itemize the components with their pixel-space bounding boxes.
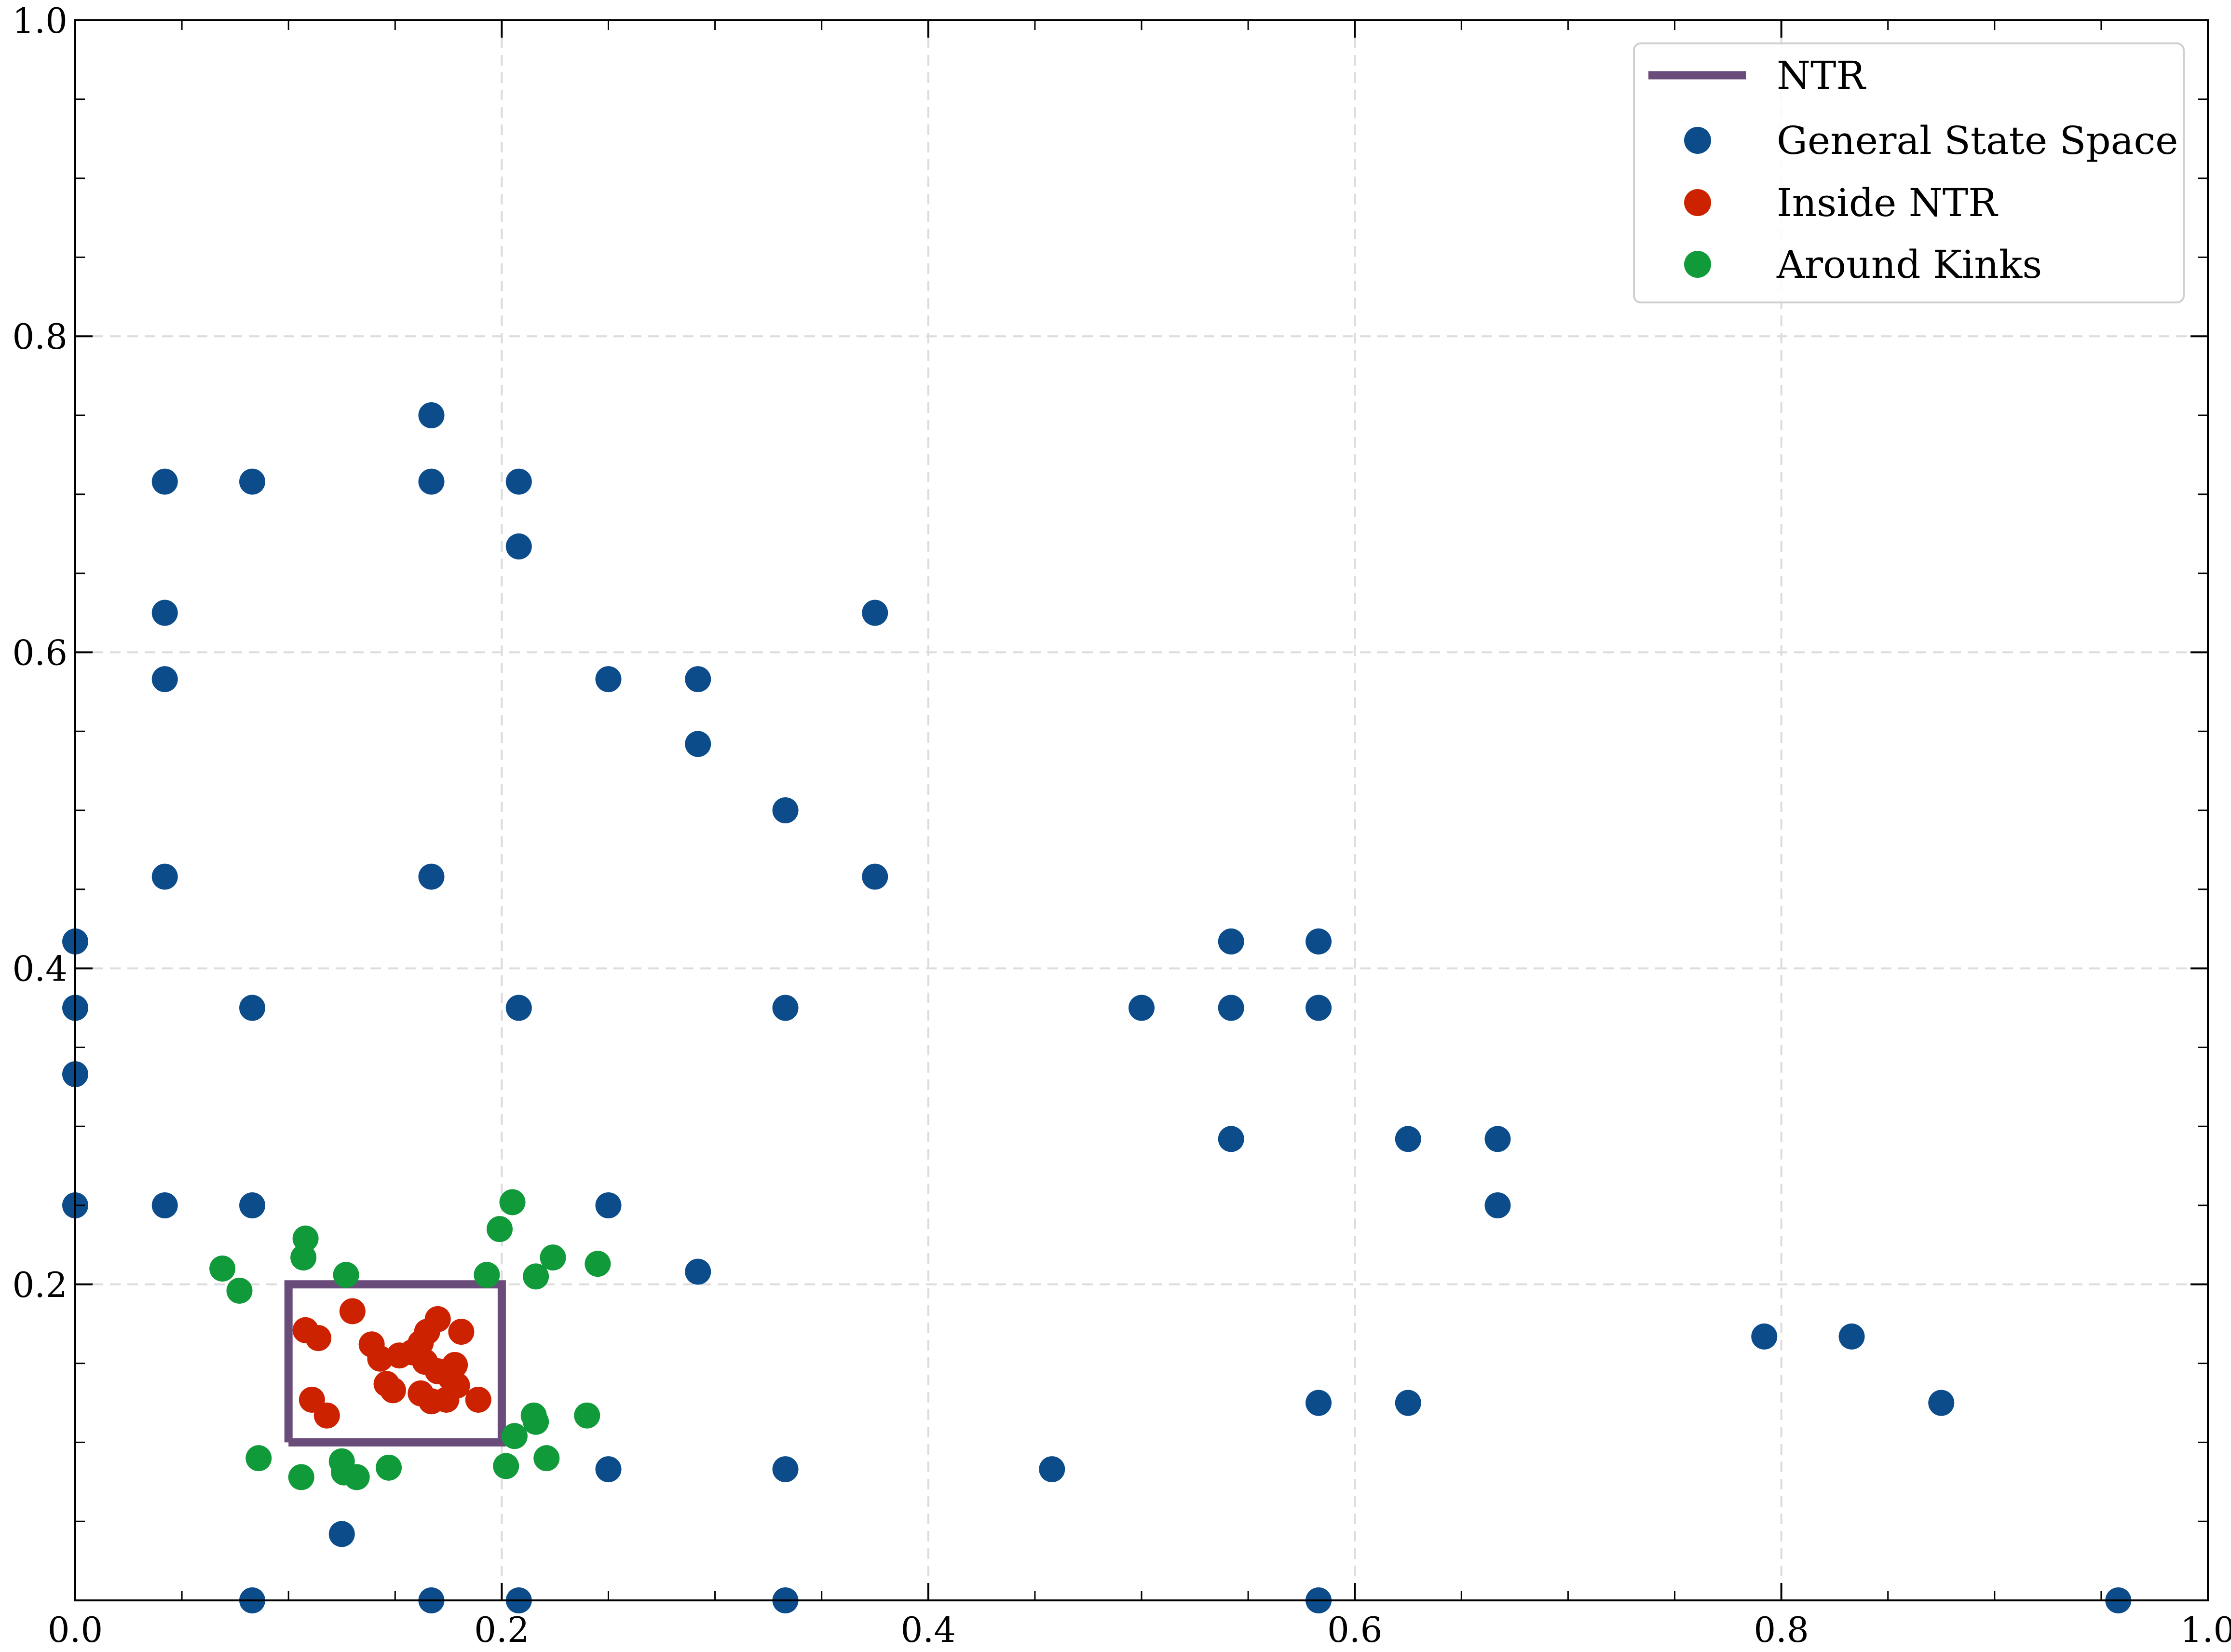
point-s0-19 [505, 533, 532, 560]
series-1 [292, 1298, 491, 1429]
point-s0-49 [1928, 1390, 1955, 1416]
point-s1-17 [380, 1377, 406, 1404]
point-s2-4 [333, 1262, 359, 1288]
point-s0-25 [685, 666, 711, 693]
point-s2-18 [501, 1423, 528, 1449]
point-s0-18 [505, 468, 532, 495]
point-s0-36 [1218, 928, 1244, 955]
y-tick-label-1: 0.4 [12, 949, 68, 989]
x-tick-label-2: 0.4 [901, 1610, 956, 1650]
point-s2-0 [209, 1256, 236, 1282]
point-s1-1 [305, 1325, 332, 1352]
point-s2-6 [499, 1189, 526, 1215]
point-s0-38 [1218, 1126, 1244, 1152]
point-s0-34 [1039, 1456, 1065, 1483]
point-s0-37 [1218, 995, 1244, 1021]
point-s2-11 [245, 1445, 272, 1472]
point-s2-5 [474, 1262, 500, 1288]
point-s0-32 [862, 600, 888, 626]
point-s2-1 [226, 1277, 253, 1304]
legend-label-1: Inside NTR [1777, 180, 1999, 225]
x-tick-label-3: 0.6 [1327, 1610, 1383, 1650]
point-s0-13 [328, 1521, 355, 1547]
point-s0-20 [505, 995, 532, 1021]
point-s1-2 [339, 1298, 366, 1324]
legend-box [1633, 42, 2185, 303]
legend-label-0: General State Space [1777, 118, 2178, 163]
point-s2-9 [540, 1244, 566, 1271]
y-tick-label-0: 0.2 [12, 1265, 68, 1305]
legend-marker-1 [1684, 189, 1711, 216]
point-s1-23 [313, 1402, 340, 1429]
point-s0-33 [862, 863, 888, 890]
legend-label-2: Around Kinks [1776, 242, 2042, 287]
y-tick-label-2: 0.6 [12, 632, 68, 673]
point-s2-3 [290, 1244, 317, 1271]
point-s0-14 [418, 402, 445, 428]
point-s0-6 [151, 666, 178, 693]
point-s0-15 [418, 468, 445, 495]
point-s0-47 [1751, 1323, 1778, 1350]
point-s0-48 [1838, 1323, 1865, 1350]
point-s0-10 [239, 995, 266, 1021]
point-s0-16 [418, 863, 445, 890]
point-s0-9 [239, 468, 266, 495]
point-s2-2 [292, 1225, 319, 1252]
point-s1-20 [433, 1386, 460, 1413]
point-s2-20 [523, 1408, 549, 1435]
point-s0-30 [772, 1456, 799, 1483]
point-s0-44 [1395, 1390, 1421, 1416]
point-s0-28 [772, 797, 799, 823]
point-s2-16 [376, 1454, 402, 1481]
point-s2-15 [343, 1464, 370, 1490]
point-s0-7 [151, 863, 178, 890]
point-s0-8 [151, 1192, 178, 1218]
point-s0-4 [151, 468, 178, 495]
point-s2-21 [533, 1445, 560, 1472]
point-s2-17 [493, 1453, 519, 1479]
x-tick-label-5: 1.0 [2180, 1610, 2231, 1650]
point-s0-29 [772, 995, 799, 1021]
point-s0-35 [1129, 995, 1155, 1021]
y-tick-label-3: 0.8 [12, 316, 68, 357]
point-s2-10 [585, 1251, 611, 1277]
legend: NTR General State Space Inside NTR Around K… [1633, 42, 2185, 303]
point-s2-22 [574, 1402, 600, 1429]
legend-marker-2 [1684, 251, 1711, 278]
x-tick-label-4: 0.8 [1754, 1610, 1809, 1650]
point-s0-23 [595, 1192, 622, 1218]
point-s2-8 [523, 1263, 549, 1290]
legend-marker-0 [1684, 127, 1711, 154]
point-s0-5 [151, 600, 178, 626]
point-s1-4 [367, 1345, 394, 1372]
point-s0-26 [685, 731, 711, 757]
legend-entries: NTR General State Space Inside NTR Around K… [1648, 53, 2178, 287]
point-s0-39 [1306, 928, 1332, 955]
point-s0-22 [595, 666, 622, 693]
ntr-boundary [284, 1280, 506, 1447]
x-tick-label-1: 0.2 [474, 1610, 530, 1650]
series-2 [209, 1189, 611, 1490]
point-s0-46 [1484, 1192, 1511, 1218]
y-tick-label-4: 1.0 [12, 0, 68, 41]
point-s0-11 [239, 1192, 266, 1218]
legend-ntr-label: NTR [1777, 53, 1866, 98]
point-s0-24 [595, 1456, 622, 1483]
point-s1-10 [448, 1319, 475, 1345]
tick-labels: 0.0 0.2 0.4 0.6 0.8 1.0 0.2 0.4 0.6 0.8 1.0 [12, 0, 2231, 1650]
point-s0-43 [1395, 1126, 1421, 1152]
ntr-region [284, 1280, 506, 1447]
point-s1-9 [424, 1306, 451, 1332]
point-s1-21 [465, 1386, 491, 1413]
point-s2-12 [288, 1464, 314, 1490]
point-s0-27 [685, 1258, 711, 1285]
point-s0-40 [1306, 995, 1332, 1021]
point-s0-45 [1484, 1126, 1511, 1152]
axis-ticks [74, 19, 2209, 1601]
x-tick-label-0: 0.0 [48, 1610, 103, 1650]
point-s2-7 [486, 1216, 513, 1242]
point-s0-41 [1306, 1390, 1332, 1416]
